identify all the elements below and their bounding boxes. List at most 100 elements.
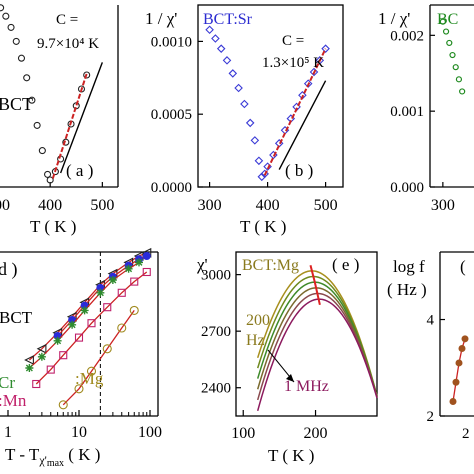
panel-b-annotation-line-2: 1.3×10⁵ K bbox=[262, 55, 324, 71]
panel-b-data-point bbox=[211, 34, 220, 43]
panel-f-data-point bbox=[455, 359, 463, 367]
panel-d-label-mn: :Mn bbox=[0, 391, 27, 410]
panel-a-annotation-line-2: 9.7×10⁴ K bbox=[37, 36, 99, 52]
panel-b-data-point bbox=[240, 99, 249, 109]
panel-b-data-point bbox=[205, 25, 214, 35]
panel-e-ticks: 100 200 2400 2700 3000 bbox=[201, 268, 328, 442]
panel-b-data-point bbox=[250, 136, 260, 145]
panel-d-data-point bbox=[68, 320, 77, 329]
panel-e-series-curve bbox=[256, 298, 378, 412]
panel-b-sample-label: BCT:Sr bbox=[203, 11, 253, 28]
panel-c-y-tick-label: 0.002 bbox=[390, 28, 424, 44]
panel-e-freq-high-label: 1 MHz bbox=[284, 378, 329, 395]
panel-d-data-point bbox=[142, 252, 151, 260]
panel-e-freq-low-line-2: Hz bbox=[246, 332, 265, 349]
panel-b-data-point bbox=[245, 118, 255, 128]
panel-d-data-point bbox=[74, 333, 84, 342]
panel-e-frame bbox=[235, 251, 378, 417]
panel-d-data-point bbox=[87, 319, 96, 328]
panel-d-x-tick-label: 10 bbox=[71, 424, 87, 441]
panel-e-panel-label: ( e ) bbox=[332, 255, 359, 274]
panel-b-x-tick-label: 500 bbox=[314, 197, 338, 214]
panel-d-data-point bbox=[117, 323, 127, 333]
panel-b-x-tick-label: 300 bbox=[198, 197, 222, 214]
panel-a-annotation-line-1: C = bbox=[56, 12, 78, 28]
panel-a-panel-label: ( a ) bbox=[66, 161, 93, 180]
panel-d-data-point bbox=[25, 364, 34, 372]
panel-a-asymptote-line bbox=[59, 62, 104, 174]
panel-e-y-label: χ' bbox=[196, 255, 208, 274]
panel-d-data-point bbox=[37, 352, 46, 361]
panel-e-series-curve bbox=[256, 287, 378, 398]
panel-a-sample-label: BCT bbox=[0, 94, 33, 114]
panel-d-data-point bbox=[80, 306, 89, 315]
panel-d-data-point bbox=[32, 379, 41, 389]
panel-a-data-point bbox=[23, 74, 31, 82]
panel-a-data-point bbox=[33, 121, 41, 129]
panel-a-data-point bbox=[17, 54, 26, 62]
panel-d-series-line bbox=[28, 261, 140, 369]
panel-e-sample-label: BCT:Mg bbox=[242, 257, 299, 274]
panel-d-data-point bbox=[103, 303, 112, 312]
panel-d-data-point bbox=[74, 384, 84, 394]
panel-d-series-line bbox=[35, 271, 148, 385]
panel-b-y-label: 1 / χ' bbox=[145, 9, 177, 28]
panel-e-peak-marker bbox=[309, 264, 321, 306]
panel-b-data-point bbox=[228, 69, 238, 78]
panel-e-x-tick-label: 100 bbox=[231, 425, 255, 442]
panel-a-data-point bbox=[12, 37, 20, 45]
panel-a-data-point bbox=[28, 96, 36, 104]
panel-f-panel-label: ( bbox=[460, 257, 466, 276]
panel-f-data-point bbox=[458, 344, 466, 352]
panel-a-data-point bbox=[44, 170, 52, 178]
panel-a-x-tick-label: 400 bbox=[38, 197, 62, 214]
panel-c-data-point bbox=[449, 51, 456, 59]
panel-b-frame bbox=[197, 4, 344, 188]
panel-b-x-label: T ( K ) bbox=[240, 217, 286, 236]
panel-e-y-tick-label: 2700 bbox=[201, 324, 231, 340]
panel-a-data-point bbox=[7, 23, 15, 31]
panel-d-data-point bbox=[117, 288, 126, 297]
panel-c-y-tick-label: 0.001 bbox=[390, 104, 424, 120]
panel-c-ticks: 300 0.000 0.001 0.002 bbox=[390, 28, 455, 214]
panel-c-y-tick-label: 0.000 bbox=[390, 180, 424, 196]
panel-d-series-line bbox=[28, 252, 147, 361]
panel-c-data-point bbox=[439, 18, 446, 25]
panel-b-y-tick-label: 0.0000 bbox=[151, 180, 192, 196]
panel-f-data-point bbox=[461, 335, 469, 343]
panel-e-x-tick-label: 200 bbox=[304, 425, 328, 442]
panel-e-y-tick-label: 3000 bbox=[201, 268, 231, 284]
panel-f: 24 log f ( Hz ) ( 2 bbox=[387, 251, 474, 442]
panel-d-data-point bbox=[36, 343, 47, 354]
panel-f-x-tick-label: 2 bbox=[462, 426, 470, 442]
panel-f-y-tick-label: 2 bbox=[427, 409, 435, 425]
panel-d-panel-label: d ) bbox=[0, 259, 18, 280]
panel-f-ticks: 24 bbox=[427, 313, 445, 425]
panel-e-freq-low-line-1: 200 bbox=[246, 312, 270, 329]
panel-d-data-point bbox=[24, 355, 34, 365]
panel-a-data-point bbox=[2, 12, 10, 20]
panel-b-data-point bbox=[234, 83, 243, 93]
panel-d-data-point bbox=[124, 264, 133, 273]
panel-e-x-label: T ( K ) bbox=[268, 446, 314, 465]
panel-b-y-tick-label: 0.0010 bbox=[151, 34, 192, 50]
panel-d-x-tick-label: 1 bbox=[4, 424, 12, 441]
panel-e-y-tick-label: 2400 bbox=[201, 381, 231, 397]
panel-b-data-point bbox=[257, 172, 267, 182]
panel-b-data-point bbox=[263, 162, 272, 171]
panel-b-data-point bbox=[254, 156, 264, 166]
panel-b-annotation-line-1: C = bbox=[282, 33, 304, 49]
panel-b-y-tick-label: 0.0005 bbox=[151, 107, 192, 123]
panel-b-data-point bbox=[321, 44, 330, 53]
panel-b-data-point bbox=[222, 56, 232, 65]
panel-d-marks bbox=[24, 247, 152, 410]
panel-b-asymptote-line bbox=[278, 80, 327, 170]
panel-d-data-point bbox=[53, 336, 62, 345]
panel-a-x-tick-label: 500 bbox=[90, 197, 114, 214]
panel-a-plot-area: 300 400 500 bbox=[0, 4, 119, 214]
panel-d-x-label: T - Tχ'max ( K ) bbox=[5, 445, 100, 469]
panel-c-sample-label: BC bbox=[437, 11, 458, 28]
panel-e-freq-arrow-head bbox=[286, 374, 294, 382]
panel-c-data-point bbox=[442, 28, 450, 35]
